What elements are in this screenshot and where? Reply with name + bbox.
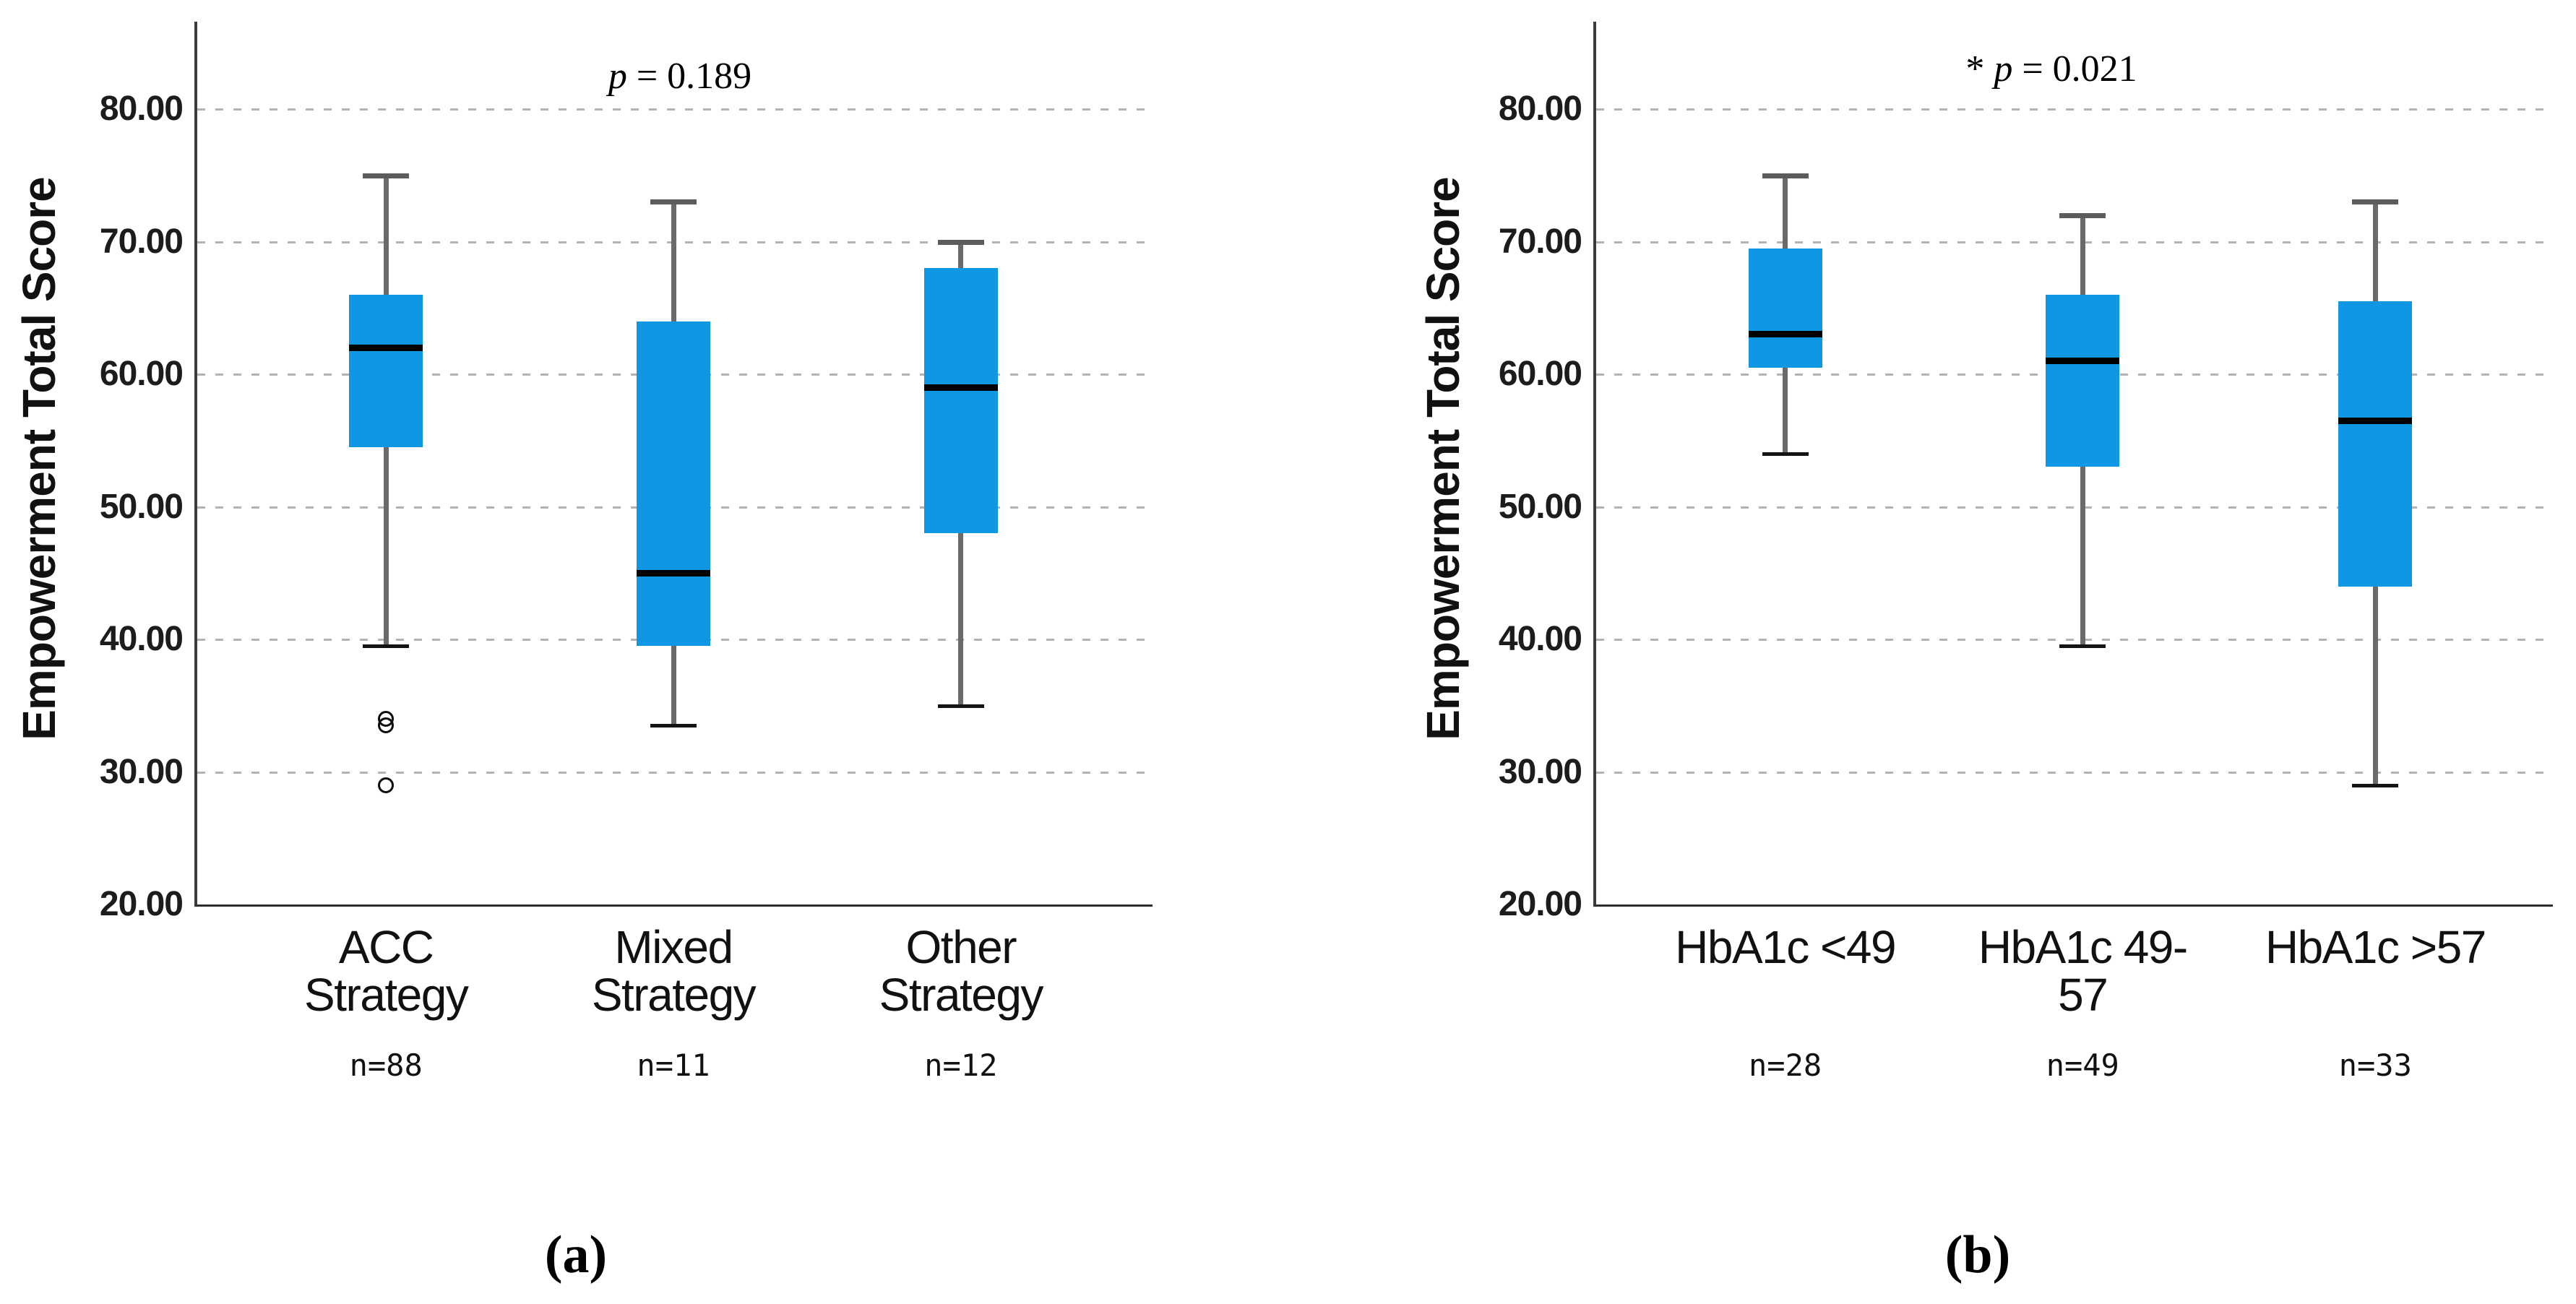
y-tick-label: 70.00	[1498, 222, 1582, 261]
box-median	[2046, 358, 2120, 365]
gridline	[197, 241, 1153, 243]
box-whisker-cap-top	[2352, 199, 2399, 205]
category-label: ACC Strategy	[304, 921, 469, 1021]
box-whisker-cap-bottom	[2352, 783, 2399, 787]
y-tick-label: 40.00	[1498, 620, 1582, 658]
p-symbol: p	[608, 56, 627, 97]
y-tick-label: 60.00	[1498, 355, 1582, 393]
box-median	[1748, 331, 1822, 338]
gridline	[1596, 108, 2553, 111]
box	[1748, 248, 1822, 368]
gridline	[197, 506, 1153, 509]
outlier-point	[378, 717, 395, 734]
gridline	[197, 374, 1153, 376]
sample-size-label: n=88	[349, 1048, 423, 1083]
outlier-point	[378, 777, 395, 793]
y-tick-label: 30.00	[1498, 752, 1582, 791]
plot-area	[1593, 22, 2553, 907]
box-whisker-cap-top	[363, 173, 410, 178]
box	[349, 294, 423, 447]
box-whisker	[383, 175, 389, 647]
outlier-point	[378, 711, 395, 727]
sample-size-label: n=33	[2338, 1048, 2412, 1083]
box-whisker-cap-bottom	[937, 704, 984, 708]
box	[2046, 294, 2120, 467]
y-tick-label: 50.00	[99, 487, 184, 526]
gridline	[1596, 771, 2553, 774]
p-value-text: = 0.189	[626, 56, 752, 97]
y-tick-label: 60.00	[99, 355, 184, 393]
box-whisker-cap-top	[937, 239, 984, 245]
sample-size-label: n=11	[637, 1048, 710, 1083]
gridline	[1596, 506, 2553, 509]
box-whisker	[958, 241, 964, 706]
box-whisker	[2080, 215, 2085, 647]
panel-caption-a: (a)	[544, 1225, 608, 1284]
category-label: Mixed Strategy	[591, 921, 757, 1021]
box	[2338, 301, 2413, 587]
box-whisker	[1783, 175, 1788, 454]
box-median	[637, 569, 710, 577]
p-value-annotation: * p = 0.021	[1965, 48, 2137, 90]
y-tick-label: 80.00	[99, 90, 184, 128]
category-label: HbA1c <49	[1675, 921, 1896, 973]
box-median	[349, 344, 423, 351]
p-value-text: = 0.021	[2012, 48, 2137, 90]
box-whisker-cap-bottom	[2059, 644, 2106, 649]
box-whisker-cap-top	[650, 199, 697, 205]
sample-size-label: n=28	[1749, 1048, 1822, 1083]
y-axis-title: Empowerment Total Score	[1417, 177, 1469, 740]
y-tick-label: 80.00	[1498, 90, 1582, 128]
box-median	[2338, 417, 2413, 424]
category-label: Other Strategy	[879, 921, 1044, 1021]
panel-caption-b: (b)	[1944, 1225, 2011, 1284]
plot-area	[194, 22, 1153, 907]
category-label: HbA1c 49-57	[1978, 921, 2188, 1021]
box-whisker-cap-bottom	[363, 644, 410, 649]
box-median	[923, 384, 998, 391]
sample-size-label: n=12	[924, 1048, 998, 1083]
box-whisker-cap-top	[1762, 173, 1809, 178]
box-whisker	[2372, 202, 2378, 785]
y-tick-label: 40.00	[99, 620, 184, 658]
box-whisker-cap-bottom	[650, 724, 697, 728]
gridline	[197, 771, 1153, 774]
gridline	[1596, 241, 2553, 243]
box-whisker	[671, 202, 676, 726]
box	[637, 321, 710, 647]
significance-star: *	[1965, 48, 1994, 90]
y-tick-label: 50.00	[1498, 487, 1582, 526]
category-label: HbA1c >57	[2265, 921, 2486, 973]
sample-size-label: n=49	[2046, 1048, 2119, 1083]
gridline	[1596, 374, 2553, 376]
y-tick-label: 20.00	[1498, 885, 1582, 923]
gridline	[1596, 639, 2553, 641]
y-axis-title: Empowerment Total Score	[13, 177, 65, 740]
gridline	[197, 639, 1153, 641]
box-whisker-cap-bottom	[1762, 452, 1809, 457]
y-tick-label: 20.00	[99, 885, 184, 923]
p-value-annotation: p = 0.189	[608, 55, 751, 98]
gridline	[197, 108, 1153, 111]
box-whisker-cap-top	[2059, 212, 2106, 218]
y-tick-label: 30.00	[99, 752, 184, 791]
y-tick-label: 70.00	[99, 222, 184, 261]
p-symbol: p	[1994, 48, 2013, 90]
box	[923, 268, 998, 534]
